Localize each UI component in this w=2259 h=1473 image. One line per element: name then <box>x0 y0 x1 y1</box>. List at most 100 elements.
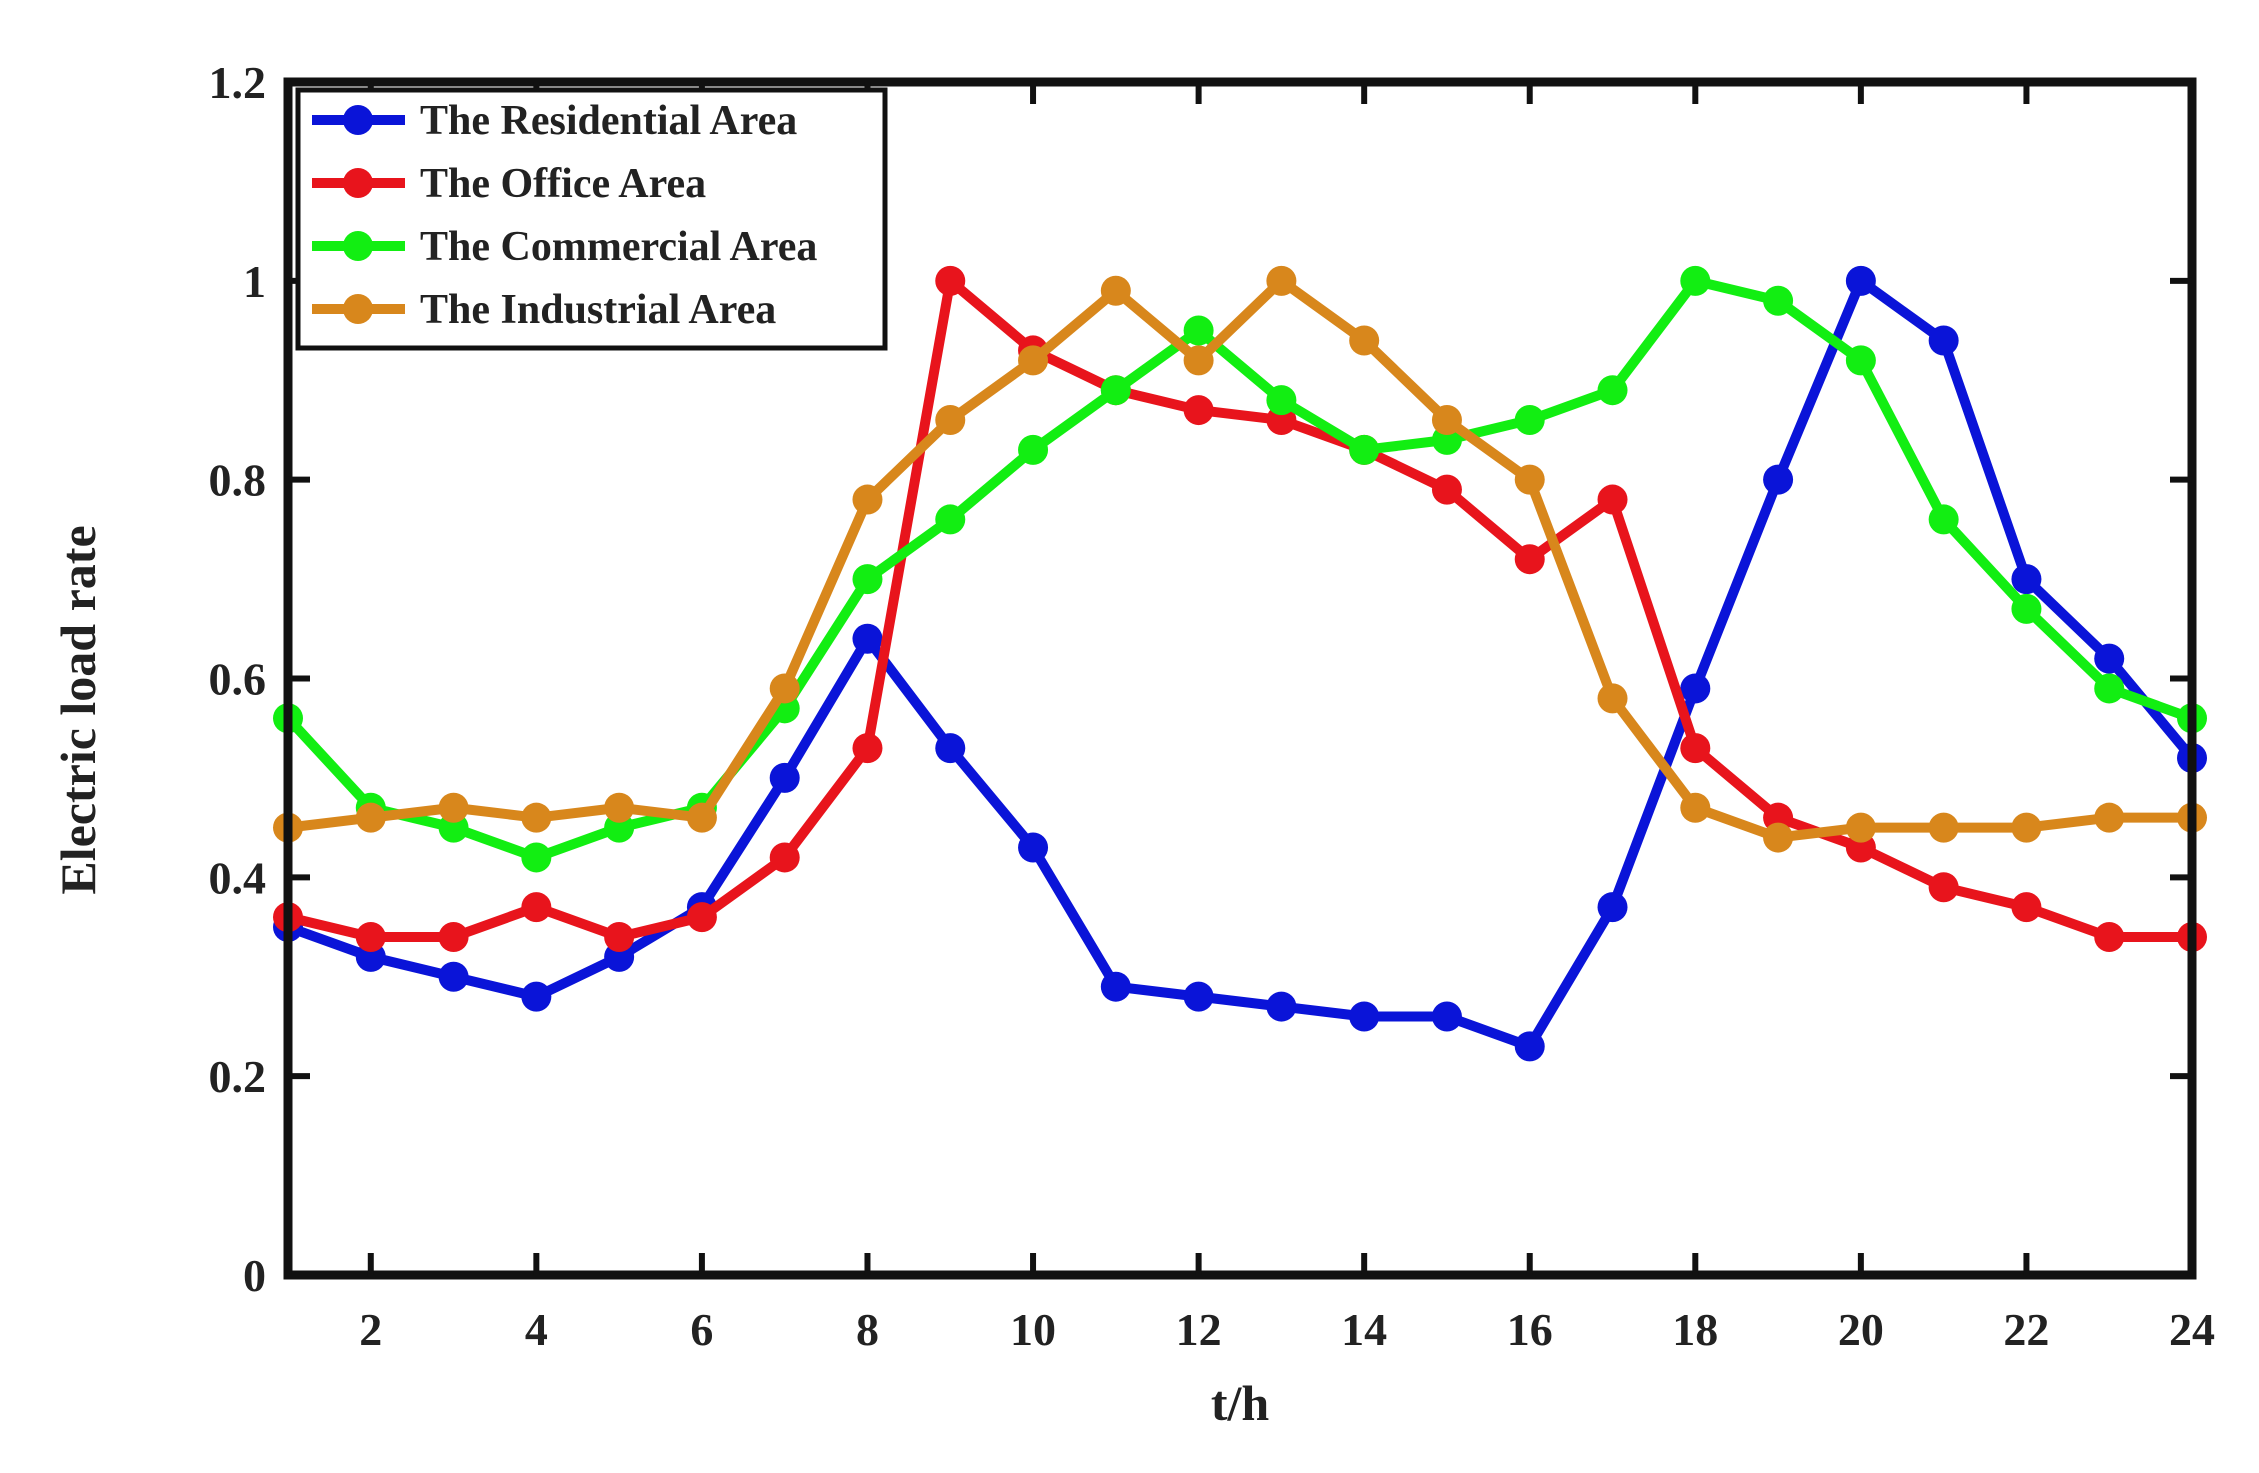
data-point <box>438 921 469 952</box>
data-point <box>1845 345 1876 376</box>
data-point <box>1928 325 1959 356</box>
data-point <box>769 673 800 704</box>
data-point <box>2011 564 2042 595</box>
data-point <box>1597 683 1628 714</box>
data-point <box>686 802 717 833</box>
data-point <box>1183 395 1214 426</box>
data-point <box>1349 325 1380 356</box>
y-axis-title: Electric load rate <box>50 525 106 894</box>
data-point <box>935 733 966 764</box>
x-tick-label: 2 <box>359 1304 382 1355</box>
x-tick-label: 6 <box>690 1304 713 1355</box>
data-point <box>1928 504 1959 535</box>
data-point <box>1597 892 1628 923</box>
x-axis-title: t/h <box>1211 1375 1270 1431</box>
data-point <box>852 623 883 654</box>
data-point <box>1431 405 1462 436</box>
data-point <box>1266 385 1297 416</box>
data-point <box>604 921 635 952</box>
data-point <box>1266 991 1297 1022</box>
data-point <box>1845 812 1876 843</box>
data-point <box>1680 673 1711 704</box>
data-point <box>1514 544 1545 575</box>
data-point <box>1928 812 1959 843</box>
data-point <box>1514 1031 1545 1062</box>
data-point <box>1597 375 1628 406</box>
x-tick-label: 18 <box>1672 1304 1718 1355</box>
y-tick-label: 0 <box>243 1250 266 1301</box>
legend-label: The Residential Area <box>420 98 797 144</box>
x-tick-label: 20 <box>1838 1304 1884 1355</box>
data-point <box>1763 464 1794 495</box>
data-point <box>438 792 469 823</box>
data-point <box>1845 265 1876 296</box>
y-tick-label: 0.8 <box>209 455 267 506</box>
data-point <box>1018 345 1049 376</box>
data-point <box>1100 971 1131 1002</box>
data-point <box>355 802 386 833</box>
x-tick-label: 24 <box>2169 1304 2215 1355</box>
data-point <box>2011 593 2042 624</box>
legend-label: The Commercial Area <box>420 224 817 270</box>
data-point <box>355 921 386 952</box>
y-tick-label: 1 <box>243 256 266 307</box>
data-point <box>604 792 635 823</box>
data-point <box>935 405 966 436</box>
legend-swatch-marker <box>343 168 373 198</box>
data-point <box>1597 484 1628 515</box>
series-line <box>284 275 2194 863</box>
legend-entry: The Industrial Area <box>312 287 776 333</box>
data-point <box>2094 673 2125 704</box>
x-tick-label: 4 <box>525 1304 548 1355</box>
y-tick-label: 1.2 <box>209 57 267 108</box>
data-point <box>2011 812 2042 843</box>
data-point <box>852 564 883 595</box>
data-point <box>1928 872 1959 903</box>
data-point <box>2094 921 2125 952</box>
data-point <box>1349 1001 1380 1032</box>
data-point <box>852 484 883 515</box>
series-4 <box>273 265 2207 853</box>
series-2 <box>273 265 2207 952</box>
data-point <box>1018 434 1049 465</box>
data-point <box>521 842 552 873</box>
x-tick-label: 12 <box>1176 1304 1222 1355</box>
series-1 <box>273 265 2207 1062</box>
y-tick-label: 0.2 <box>209 1051 267 1102</box>
series-line <box>286 275 2192 942</box>
data-point <box>686 902 717 933</box>
legend-swatch-marker <box>343 294 373 324</box>
data-point <box>521 892 552 923</box>
x-tick-label: 14 <box>1341 1304 1387 1355</box>
data-point <box>2094 802 2125 833</box>
series-layer <box>273 265 2207 1062</box>
legend: The Residential Area The Office Area The C… <box>295 87 888 351</box>
data-point <box>1514 405 1545 436</box>
data-point <box>438 961 469 992</box>
data-point <box>1514 464 1545 495</box>
data-point <box>935 504 966 535</box>
y-tick-label: 0.4 <box>209 852 267 903</box>
y-tick-label: 0.6 <box>209 654 267 705</box>
legend-swatch-marker <box>343 105 373 135</box>
data-point <box>1431 474 1462 505</box>
legend-entry: The Office Area <box>312 161 706 207</box>
data-point <box>1680 792 1711 823</box>
legend-swatch-marker <box>343 231 373 261</box>
x-tick-label: 10 <box>1010 1304 1056 1355</box>
legend-label: The Industrial Area <box>420 287 776 333</box>
data-point <box>1100 275 1131 306</box>
legend-entry: The Residential Area <box>312 98 797 144</box>
data-point <box>1680 265 1711 296</box>
data-point <box>1266 265 1297 296</box>
data-point <box>769 842 800 873</box>
data-point <box>2094 643 2125 674</box>
series-3 <box>273 265 2207 873</box>
data-point <box>521 981 552 1012</box>
data-point <box>2011 892 2042 923</box>
data-point <box>1183 315 1214 346</box>
data-point <box>1183 345 1214 376</box>
data-point <box>852 733 883 764</box>
